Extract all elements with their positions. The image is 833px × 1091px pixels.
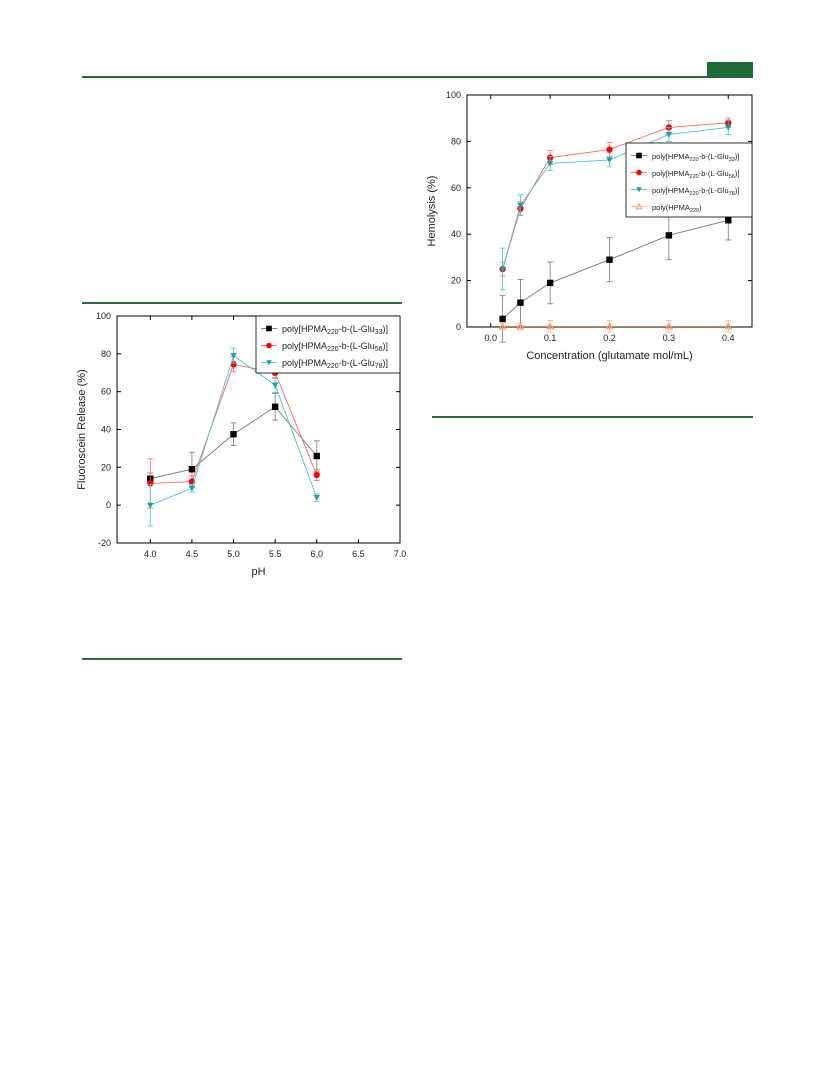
- ph-ytick-label: 80: [101, 349, 111, 359]
- ph-ytick-label: 100: [96, 311, 111, 321]
- hemo-legend-marker: [636, 152, 642, 159]
- hemo-ytick-label: 40: [451, 229, 461, 239]
- hemo-plot: 0.0 0.1 0.2 0.3 0.4 0 20 40 60 80 100 Concentration…: [426, 90, 753, 362]
- figure-left-bottom-rule: [82, 658, 402, 660]
- hemo-data-point: [517, 202, 524, 209]
- hemo-data-point: [546, 160, 554, 167]
- hemo-data-point: [605, 322, 614, 330]
- ph-yaxis-label: Fluoroscein Release (%): [76, 369, 88, 489]
- hemo-data-point: [725, 217, 732, 224]
- ph-ytick-label: 20: [101, 462, 111, 472]
- ph-plot: 4.0 4.5 5.0 5.5 6.0 6.5 7.0 -20 0 20 40 60 80 100 pH Fl…: [76, 311, 406, 578]
- hemo-data-point: [665, 232, 673, 239]
- page-header-tab: [707, 62, 753, 78]
- ph-legend-marker: [266, 360, 272, 366]
- ph-legend-box: [255, 315, 401, 374]
- hemo-legend-label: poly(HPMA220): [652, 203, 702, 214]
- ph-xaxis-label: pH: [251, 566, 265, 578]
- hemo-data-point: [724, 322, 733, 330]
- hemo-legend-marker: [635, 202, 643, 210]
- hemo-legend: poly[HPMA220-b-(L-Glu33)] poly[HPMA220-b-…: [625, 142, 753, 218]
- ph-data-point: [313, 471, 320, 479]
- hemo-data-point: [516, 322, 525, 330]
- ph-data-point: [188, 466, 196, 473]
- ph-legend: poly[HPMA220-b-(L-Glu33)] poly[HPMA220-b-…: [255, 315, 401, 374]
- ph-data-point: [230, 361, 237, 368]
- hemo-data-point: [664, 322, 673, 330]
- hemo-series-2: [499, 120, 732, 291]
- hemo-series-3: [498, 320, 733, 333]
- hemo-series-0: [499, 200, 732, 343]
- ph-xtick-label: 4.0: [144, 549, 157, 559]
- ph-series-2: [147, 347, 320, 527]
- hemo-series-line: [502, 122, 729, 270]
- hemo-series-line: [502, 219, 729, 320]
- ph-xtick-label: 6.5: [352, 549, 365, 559]
- ph-legend-label: poly[HPMA220-b-(L-Glu56)]: [282, 341, 388, 353]
- hemo-data-point: [499, 266, 506, 273]
- ph-legend-marker: [266, 325, 272, 332]
- ph-legend-label: poly[HPMA220-b-(L-Glu33)]: [282, 324, 388, 336]
- figure-left-top-rule: [82, 302, 402, 304]
- ph-ytick-label: 40: [101, 425, 111, 435]
- ph-data-point: [147, 480, 154, 487]
- ph-data-point: [271, 382, 279, 389]
- page-header-rule: [82, 76, 753, 78]
- ph-data-point: [147, 502, 154, 509]
- ph-ytick-label: 60: [101, 387, 111, 397]
- hemo-xaxis-label: Concentration (glutamate mol/mL): [526, 350, 692, 362]
- ph-xtick-label: 6.0: [311, 549, 324, 559]
- ph-data-point: [271, 403, 279, 410]
- hemo-xtick-label: 0.2: [603, 333, 616, 343]
- hemo-legend-marker: [636, 169, 642, 176]
- hemo-legend-label: poly[HPMA220-b-(L-Glu78)]: [652, 186, 739, 197]
- hemo-legend-label: poly[HPMA220-b-(L-Glu33)]: [652, 152, 739, 163]
- ph-data-point: [230, 431, 237, 438]
- ph-data-point: [188, 485, 196, 492]
- ph-data-point: [230, 353, 237, 359]
- hemo-data-point: [517, 299, 524, 306]
- ph-xtick-label: 7.0: [394, 549, 407, 559]
- hemo-ytick-label: 0: [456, 322, 461, 332]
- hemo-data-point: [546, 279, 554, 287]
- ph-data-point: [313, 452, 320, 460]
- ph-ytick-label: 0: [106, 500, 111, 510]
- ph-legend-label: poly[HPMA220-b-(L-Glu78)]: [282, 358, 388, 370]
- hemo-ytick-label: 20: [451, 276, 461, 286]
- hemo-data-point: [606, 146, 613, 153]
- figure-right-bottom-rule: [432, 416, 753, 418]
- hemo-data-point: [606, 256, 613, 263]
- hemo-data-point: [606, 157, 613, 164]
- hemo-ytick-label: 100: [446, 90, 461, 100]
- hemo-legend-marker: [636, 187, 642, 193]
- ph-xtick-label: 5.0: [227, 549, 240, 559]
- hemo-data-point: [546, 322, 555, 330]
- ph-xtick-label: 5.5: [269, 549, 282, 559]
- hemo-xtick-label: 0.0: [484, 333, 497, 343]
- ph-ytick-label: -20: [98, 538, 111, 548]
- hemo-data-point: [665, 131, 673, 138]
- hemo-xtick-label: 0.1: [544, 333, 557, 343]
- ph-data-point: [313, 495, 320, 501]
- hemo-data-point: [725, 124, 732, 131]
- hemo-data-point: [499, 315, 506, 323]
- hemo-ytick-label: 80: [451, 136, 461, 146]
- hemo-ytick-label: 60: [451, 183, 461, 193]
- hemo-xtick-label: 0.4: [722, 333, 735, 343]
- hemo-xtick-label: 0.3: [663, 333, 676, 343]
- hemo-data-point: [498, 322, 507, 330]
- ph-xtick-label: 4.5: [186, 549, 199, 559]
- hemo-yaxis-label: Hemolysis (%): [426, 176, 438, 247]
- hemo-legend-label: poly[HPMA220-b-(L-Glu56)]: [652, 169, 739, 180]
- ph-legend-marker: [266, 342, 272, 349]
